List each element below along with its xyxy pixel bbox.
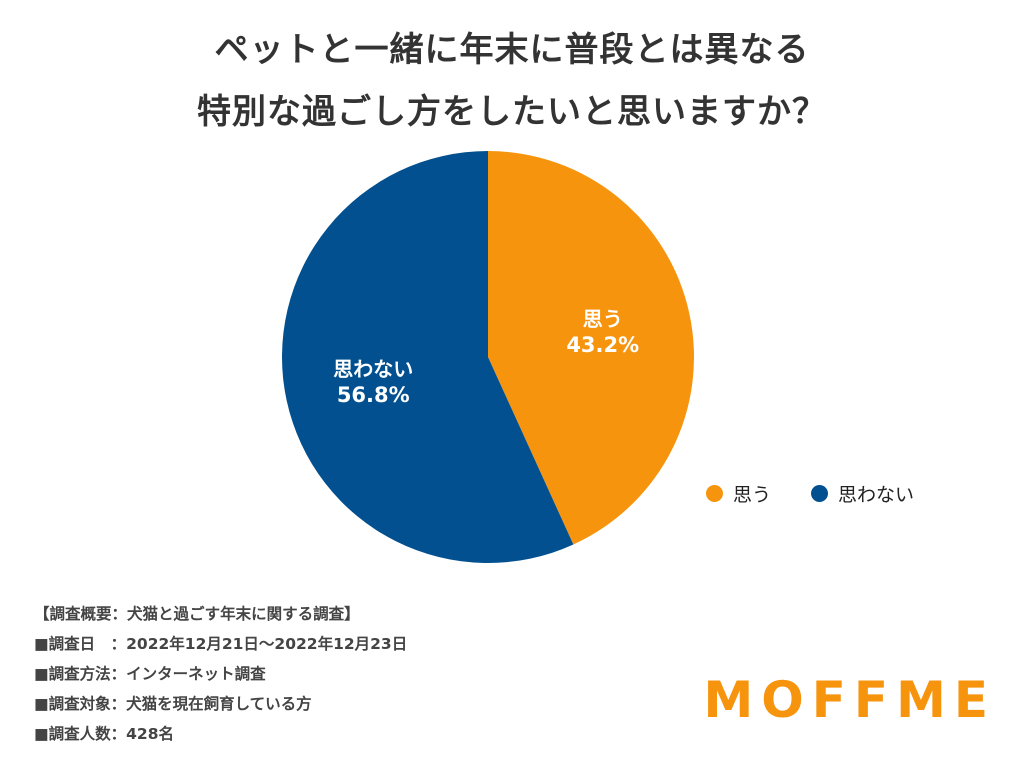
legend: 思う 思わない xyxy=(706,480,914,507)
pie-label-omowanai: 思わない xyxy=(333,357,413,381)
legend-dot-omowanai xyxy=(811,485,829,502)
survey-line-count: ■調査人数：428名 xyxy=(34,725,174,743)
legend-dot-omou xyxy=(706,485,723,502)
pie-value-omowanai: 56.8% xyxy=(337,383,410,407)
legend-label-omowanai: 思わない xyxy=(838,484,915,506)
survey-line-heading: 【調査概要：犬猫と過ごす年末に関する調査】 xyxy=(34,605,360,623)
legend-item-omou: 思う xyxy=(706,480,771,507)
pie-slice-omowanai xyxy=(281,151,574,564)
chart-title-line-2: 特別な過ごし方をしたいと思いますか？ xyxy=(197,92,827,132)
moffme-logo: MOFFME xyxy=(703,671,996,729)
pie-label-omou: 思う xyxy=(583,307,623,331)
legend-item-omowanai: 思わない xyxy=(811,480,914,507)
survey-line-target: ■調査対象：犬猫を現在飼育している方 xyxy=(34,695,312,713)
survey-summary: 【調査概要：犬猫と過ごす年末に関する調査】 ■調査日 ：2022年12月21日〜… xyxy=(34,599,407,749)
legend-label-omou: 思う xyxy=(733,484,772,506)
chart-title-line-1: ペットと一緒に年末に普段とは異なる xyxy=(214,30,810,70)
pie-value-omou: 43.2% xyxy=(566,333,639,357)
pie-slice-omou xyxy=(488,151,694,545)
survey-line-date: ■調査日 ：2022年12月21日〜2022年12月23日 xyxy=(34,635,408,653)
survey-line-method: ■調査方法：インターネット調査 xyxy=(34,665,266,683)
